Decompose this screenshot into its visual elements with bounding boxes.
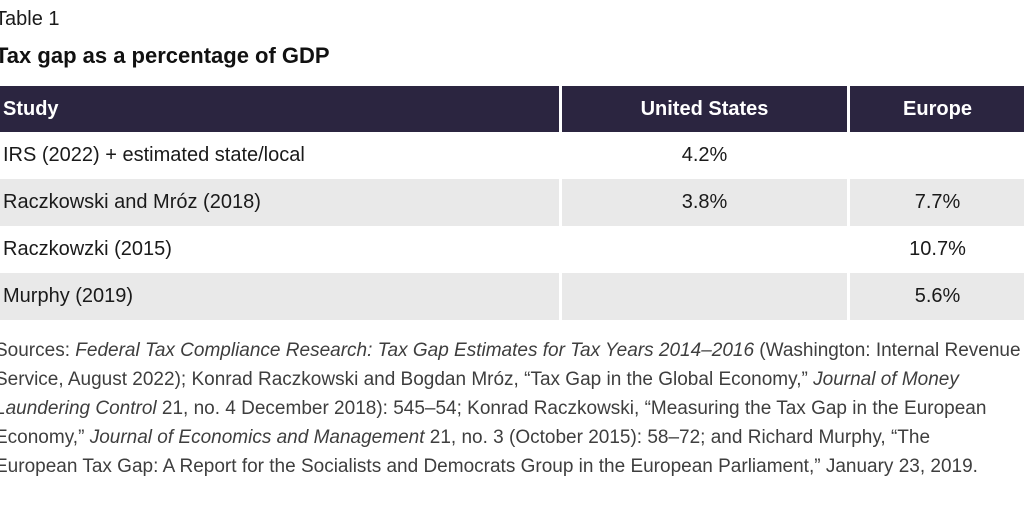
cell-europe-value: 7.7% [847, 179, 1024, 226]
sources-line: Economy,” Journal of Economics and Manag… [0, 427, 931, 448]
cell-us-value: 4.2% [559, 132, 847, 179]
cell-europe-value: 5.6% [847, 273, 1024, 320]
sources-line: European Tax Gap: A Report for the Socia… [0, 456, 978, 477]
table-row: IRS (2022) + estimated state/local 4.2% [0, 132, 1024, 179]
cell-europe-value [847, 132, 1024, 179]
cell-us-value [559, 273, 847, 320]
cell-us-value [559, 226, 847, 273]
cell-study: IRS (2022) + estimated state/local [3, 144, 305, 166]
header-cell-europe: Europe [847, 86, 1024, 132]
cell-study: Raczkowzki (2015) [3, 238, 172, 260]
sources-line: Laundering Control 21, no. 4 December 20… [0, 398, 987, 419]
table-row: Murphy (2019) 5.6% [0, 273, 1024, 320]
header-cell-study: Study [3, 97, 59, 120]
table-row: Raczkowzki (2015) 10.7% [0, 226, 1024, 273]
cell-study: Murphy (2019) [3, 285, 134, 307]
table-title: Tax gap as a percentage of GDP [0, 43, 330, 68]
cell-study: Raczkowski and Mróz (2018) [3, 191, 261, 213]
table-number-label: Table 1 [0, 8, 60, 30]
tax-gap-table: Study United States Europe IRS (2022) + … [0, 86, 1024, 320]
sources-text: Sources: Federal Tax Compliance Research… [0, 336, 1024, 481]
header-cell-united-states: United States [559, 86, 847, 132]
content-area: Table 1 Tax gap as a percentage of GDP S… [0, 8, 1024, 481]
sources-line: Sources: Federal Tax Compliance Research… [0, 340, 1021, 361]
table-header-row: Study United States Europe [0, 86, 1024, 132]
sources-line: Service, August 2022); Konrad Raczkowski… [0, 369, 959, 390]
table-row: Raczkowski and Mróz (2018) 3.8% 7.7% [0, 179, 1024, 226]
cell-europe-value: 10.7% [847, 226, 1024, 273]
cell-us-value: 3.8% [559, 179, 847, 226]
